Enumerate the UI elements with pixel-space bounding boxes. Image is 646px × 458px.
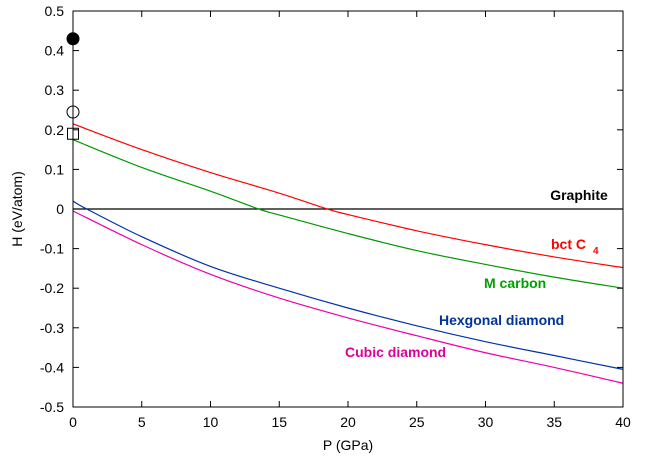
x-axis-label: P (GPa) [323,437,373,453]
series-label-graphite: Graphite [550,187,608,203]
x-tick-label: 10 [203,414,219,430]
y-tick-label: 0.1 [45,161,65,177]
series-label-hexgonal-diamond: Hexgonal diamond [439,312,564,328]
x-tick-label: 35 [546,414,562,430]
y-tick-label: -0.2 [40,280,64,296]
series-line-m-carbon [72,139,624,289]
y-tick-label: 0.2 [45,122,65,138]
y-tick-label: -0.5 [40,399,64,415]
series-label-bct-c: bct C [551,236,586,252]
y-tick-label: -0.1 [40,241,64,257]
y-tick-label: -0.3 [40,320,64,336]
series-label-subscript: 4 [593,246,599,257]
tick-layer: 0 5 10 15 20 25 30 35 40 0.5 0.4 0.3 0.2 0.1 0 -0.1 -0.2… [40,3,631,430]
series-label-layer: Graphite bct C 4 M carbon Hexgonal diamond Cu… [345,187,608,360]
series-line-bct-c [72,123,624,269]
series-layer [72,123,624,384]
y-tick-label: 0.3 [45,82,65,98]
x-tick-label: 0 [69,414,77,430]
x-tick-label: 40 [615,414,631,430]
series-label-m-carbon: M carbon [484,275,546,291]
y-tick-label: 0.4 [45,43,65,59]
y-tick-label: 0 [56,201,64,217]
x-tick-label: 25 [409,414,425,430]
series-line-cubic-diamond [72,210,624,384]
x-tick-label: 30 [478,414,494,430]
series-line-hexgonal-diamond [72,200,624,370]
y-axis-label: H (eV/atom) [9,171,25,246]
x-tick-label: 5 [138,414,146,430]
series-label-cubic-diamond: Cubic diamond [345,344,446,360]
x-tick-label: 20 [340,414,356,430]
y-tick-label: 0.5 [45,3,65,19]
y-tick-label: -0.4 [40,359,64,375]
x-tick-label: 15 [271,414,287,430]
